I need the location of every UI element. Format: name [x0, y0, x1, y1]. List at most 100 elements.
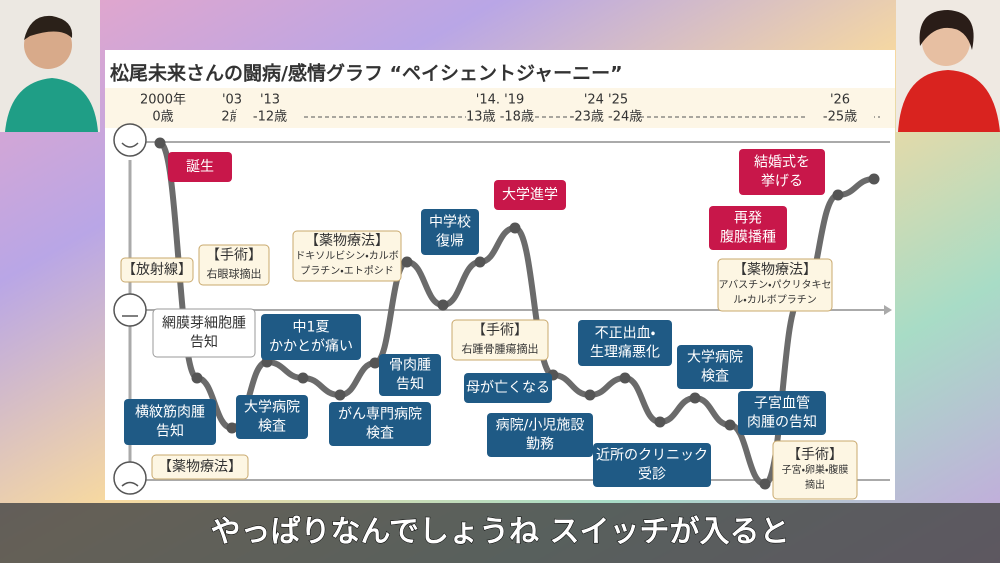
event-box — [709, 206, 787, 250]
timeline-gap — [466, 110, 534, 124]
event-box — [593, 443, 711, 487]
arrowhead — [884, 305, 892, 315]
curve-point — [226, 422, 238, 434]
event-text: 【手術】 — [206, 248, 262, 264]
curve-point — [832, 189, 844, 201]
event-text: 告知 — [156, 423, 184, 440]
event-callout: 不正出血・生理痛悪化 — [578, 320, 672, 366]
event-box — [236, 395, 308, 439]
event-box — [464, 373, 552, 403]
event-text: 勤務 — [526, 437, 554, 453]
timeline-year: '26 — [830, 93, 850, 108]
event-text: 大学進学 — [502, 187, 558, 203]
event-text: 骨肉腫 — [389, 358, 431, 374]
event-box — [717, 258, 833, 312]
event-text: 誕生 — [186, 159, 214, 175]
timeline-gap — [806, 110, 874, 124]
curve-point — [474, 256, 486, 268]
event-text: 【手術】 — [472, 323, 528, 339]
event-text: 検査 — [258, 419, 286, 435]
timeline-age: 13歳 -18歳 — [466, 110, 534, 125]
event-text: 結婚式を — [754, 155, 810, 171]
event-text: 右眼球摘出 — [207, 267, 262, 281]
event-box — [120, 257, 194, 283]
event-text: 再発 — [734, 211, 762, 227]
event-text: 検査 — [366, 426, 394, 442]
event-callout: 【手術】右踵骨腫瘍摘出 — [451, 319, 549, 361]
left-person — [0, 0, 100, 132]
event-text: かかとが痛い — [269, 338, 353, 355]
event-box — [578, 320, 672, 366]
event-box — [677, 345, 753, 389]
event-text: 右踵骨腫瘍摘出 — [462, 342, 539, 356]
right-person — [896, 0, 1000, 132]
curve-point — [654, 416, 666, 428]
event-text: 【薬物療法】 — [305, 232, 389, 249]
event-text: 子宮・卵巣・腹膜 — [782, 463, 849, 476]
timeline-age: -23歳 -24歳 — [570, 110, 643, 125]
event-text: 【放射線】 — [122, 262, 192, 278]
event-text: がん専門病院 — [338, 407, 422, 423]
event-box — [739, 149, 825, 195]
curve-point — [759, 478, 771, 490]
curve-point — [509, 222, 521, 234]
event-callout: 【薬物療法】 — [151, 454, 249, 480]
curve-point — [619, 372, 631, 384]
curve-point — [689, 392, 701, 404]
event-text: 告知 — [190, 334, 218, 351]
event-text: 子宮血管 — [754, 396, 810, 412]
timeline-age: -25歳 — [823, 110, 857, 125]
faces — [113, 123, 147, 495]
event-box — [151, 454, 249, 480]
event-text: 中1夏 — [293, 320, 330, 336]
event-text: 不正出血・ — [595, 326, 656, 342]
event-callout: 誕生 — [168, 152, 232, 182]
event-text: 中学校 — [429, 215, 471, 231]
event-box — [738, 391, 826, 435]
curve-point — [369, 357, 381, 369]
event-callout: 【薬物療法】ドキソルビシン・カルボプラチン・エトポシド — [292, 230, 402, 282]
timeline-gap — [236, 110, 304, 124]
curve-point — [437, 299, 449, 311]
timeline-year: '24 '25 — [584, 93, 628, 108]
event-box — [329, 402, 431, 446]
caption-band — [0, 503, 1000, 563]
event-box — [379, 354, 441, 396]
event-text: 近所のクリニック — [596, 448, 708, 464]
event-text: 【薬物療法】 — [733, 261, 817, 278]
event-box — [292, 230, 402, 282]
event-text: 復帰 — [436, 233, 464, 250]
event-text: 【薬物療法】 — [158, 458, 242, 475]
event-text: 腹膜播種 — [720, 229, 776, 246]
event-box — [421, 209, 479, 255]
curve-point — [868, 173, 880, 185]
event-text: ドキソルビシン・カルボ — [295, 250, 398, 262]
curve-point — [334, 389, 346, 401]
event-text: 【手術】 — [787, 447, 843, 463]
event-text: 病院/小児施設 — [496, 418, 585, 434]
curve-point — [297, 372, 309, 384]
event-text: ル・カルボプラチン — [733, 294, 816, 306]
event-text: 横紋筋肉腫 — [135, 404, 205, 421]
curve-point — [584, 389, 596, 401]
timeline-year: '03 — [222, 93, 242, 108]
event-box — [494, 180, 566, 210]
timeline-gap — [572, 110, 640, 124]
curve-point — [154, 137, 166, 149]
timeline-year: '14. '19 — [476, 93, 525, 108]
timeline-year: '13 — [260, 93, 280, 108]
timeline-year: 2000年 — [140, 93, 186, 108]
event-text: 検査 — [701, 369, 729, 385]
